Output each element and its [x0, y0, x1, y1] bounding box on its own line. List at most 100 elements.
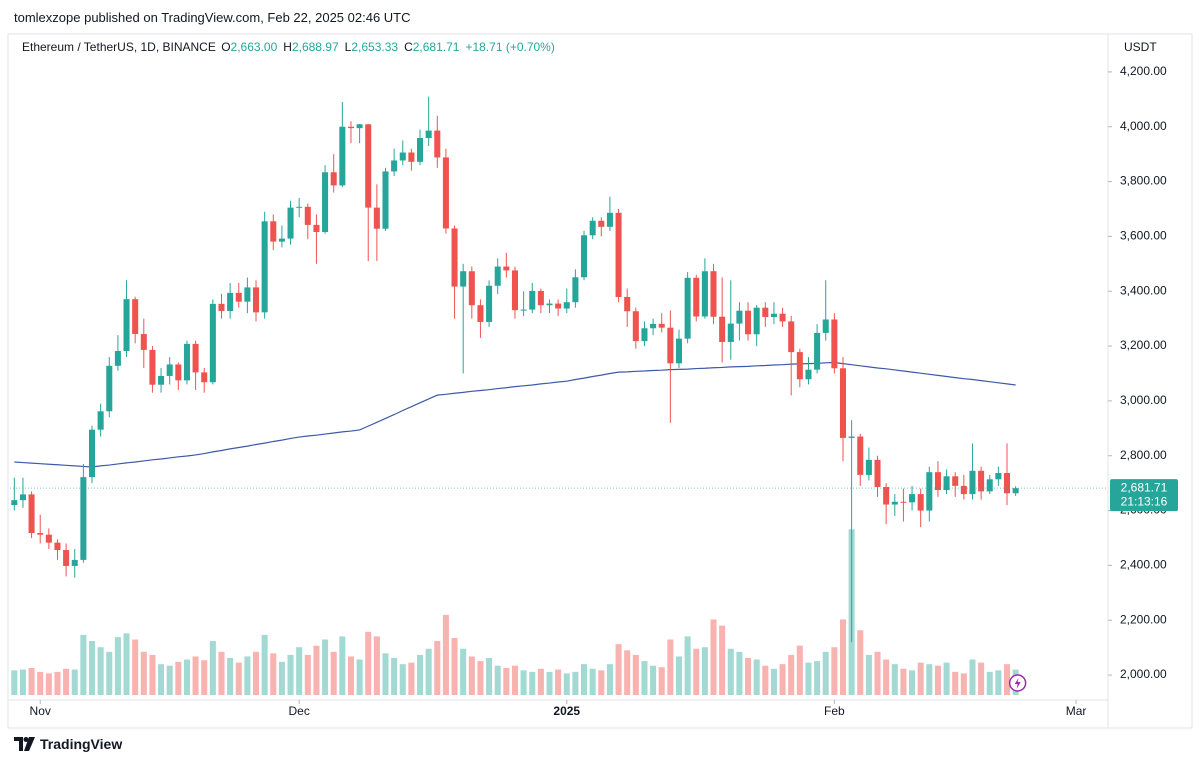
candle-body — [183, 343, 190, 381]
volume-bar — [727, 648, 734, 695]
volume-bar — [313, 645, 320, 695]
candle-body — [477, 305, 484, 322]
y-tick-label: 2,000.00 — [1120, 667, 1167, 681]
volume-bar — [140, 651, 147, 695]
brand-name: TradingView — [40, 736, 123, 752]
legend-key: O — [221, 40, 231, 54]
candle-body — [1003, 473, 1011, 494]
last-price-box — [1110, 479, 1178, 512]
volume-bar — [978, 662, 985, 695]
candle-body — [839, 368, 847, 438]
candle-body — [917, 494, 924, 511]
candle-body — [71, 559, 78, 566]
candle-body — [45, 534, 52, 543]
y-tick-label: 3,000.00 — [1120, 393, 1167, 407]
candle-body — [339, 126, 346, 186]
volume-bar — [201, 660, 208, 695]
volume-bar — [710, 619, 717, 695]
ohlc-legend: Ethereum / TetherUS, 1D, BINANCE O2,663.… — [22, 40, 561, 54]
brand-logo — [14, 737, 35, 751]
volume-bar — [477, 661, 484, 695]
volume-bar — [615, 644, 622, 695]
volume-bar — [183, 659, 190, 695]
candle-body — [641, 328, 648, 342]
volume-bar — [511, 665, 518, 695]
countdown-label: 21:13:16 — [1121, 494, 1168, 508]
volume-bar — [736, 651, 743, 695]
y-tick-label: 3,200.00 — [1120, 338, 1167, 352]
volume-bar — [719, 625, 726, 695]
volume-bar — [28, 668, 35, 695]
candle-body — [650, 323, 657, 329]
volume-bar — [244, 656, 251, 695]
candle-body — [511, 270, 518, 311]
volume-bar — [520, 670, 527, 695]
candle-body — [460, 271, 467, 287]
volume-bar — [779, 664, 786, 695]
volume-bar — [235, 662, 242, 695]
candle-body — [779, 313, 786, 322]
volume-bar — [132, 639, 139, 695]
candle-body — [770, 313, 777, 318]
publisher-line: tomlexzope published on TradingView.com,… — [14, 10, 411, 25]
candle-body — [952, 476, 959, 486]
candle-body — [615, 212, 622, 297]
volume-bar — [650, 665, 657, 695]
volume-bar — [943, 662, 950, 695]
candle-body — [391, 160, 398, 172]
volume-bar — [296, 647, 303, 695]
candle-body — [296, 206, 303, 208]
x-tick-label: Nov — [30, 704, 51, 718]
candle-body — [287, 207, 294, 239]
candle-body — [54, 542, 61, 551]
volume-bar — [831, 647, 838, 695]
y-tick-label: 3,600.00 — [1120, 229, 1167, 243]
candle-body — [97, 411, 104, 430]
candle-body — [114, 351, 121, 366]
volume-bar — [261, 634, 268, 695]
volume-bar — [788, 654, 795, 695]
volume-bar — [909, 670, 916, 695]
candle-body — [149, 349, 156, 385]
legend-key: C — [404, 40, 413, 54]
replay-icon-bolt — [1014, 678, 1021, 689]
candle-body — [796, 352, 803, 380]
volume-bar — [278, 661, 285, 695]
candle-body — [175, 364, 182, 381]
volume-bar — [822, 651, 829, 695]
candle-body — [399, 152, 406, 161]
candle-body — [227, 292, 234, 311]
candle-body — [494, 266, 501, 286]
volume-bar — [537, 668, 544, 695]
volume-bar — [88, 641, 96, 695]
volume-bar — [701, 647, 708, 695]
volume-bar — [857, 630, 864, 695]
moving-average-line — [14, 361, 1016, 468]
candle-body — [563, 302, 570, 309]
volume-bar — [693, 648, 700, 695]
candle-body — [727, 323, 734, 342]
candle-body — [28, 494, 35, 534]
volume-bar — [227, 658, 234, 695]
volume-bar — [339, 636, 346, 695]
candle-body — [710, 271, 717, 317]
candle-body — [978, 470, 985, 492]
candle-body — [408, 152, 415, 162]
volume-bar — [218, 651, 225, 695]
volume-bar — [796, 645, 803, 695]
candle-body — [632, 311, 639, 342]
candle-body — [865, 459, 872, 475]
candle-body — [313, 224, 320, 233]
candle-body — [192, 343, 199, 373]
volume-bar — [425, 648, 432, 695]
candle-body — [701, 271, 708, 317]
legend-key: H — [283, 40, 292, 54]
volume-bar — [883, 659, 890, 695]
volume-bar — [19, 669, 26, 695]
volume-bar — [373, 636, 380, 695]
volume-bar — [563, 673, 570, 695]
candle-body — [209, 303, 216, 383]
candle-body — [719, 316, 726, 342]
candle-body — [425, 130, 432, 138]
candle-body — [762, 307, 769, 318]
